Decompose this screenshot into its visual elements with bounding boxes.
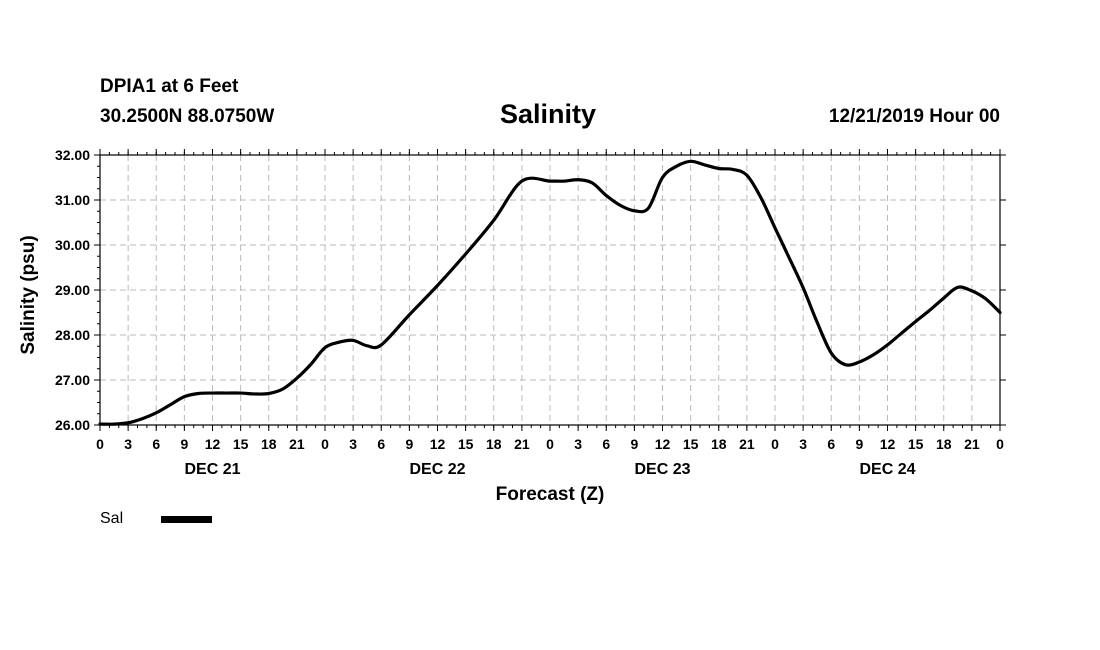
x-tick-label: 6 xyxy=(827,436,835,452)
legend-label: Sal xyxy=(100,510,124,527)
x-tick-label: 12 xyxy=(205,436,221,452)
x-tick-label: 6 xyxy=(152,436,160,452)
day-label: DEC 22 xyxy=(409,461,465,478)
forecast-time: 12/21/2019 Hour 00 xyxy=(828,106,1000,127)
x-tick-label: 6 xyxy=(602,436,610,452)
plot-frame xyxy=(99,154,1001,426)
x-tick-label: 21 xyxy=(964,436,980,452)
x-tick-label: 18 xyxy=(261,436,277,452)
grid-lines xyxy=(100,155,1000,425)
x-tick-label: 15 xyxy=(458,436,474,452)
axes xyxy=(94,149,1006,431)
legend-swatch xyxy=(161,516,212,523)
x-tick-label: 21 xyxy=(289,436,305,452)
y-tick-label: 28.00 xyxy=(55,327,90,343)
x-axis-title: Forecast (Z) xyxy=(496,484,605,505)
y-tick-label: 32.00 xyxy=(55,147,90,163)
y-tick-label: 30.00 xyxy=(55,237,90,253)
day-label: DEC 21 xyxy=(184,461,240,478)
y-tick-label: 27.00 xyxy=(55,372,90,388)
x-tick-label: 21 xyxy=(514,436,530,452)
x-tick-label: 18 xyxy=(486,436,502,452)
x-tick-label: 0 xyxy=(771,436,779,452)
station-name: DPIA1 at 6 Feet xyxy=(100,76,239,97)
x-tick-label: 0 xyxy=(321,436,329,452)
x-tick-label: 9 xyxy=(855,436,863,452)
day-label: DEC 23 xyxy=(634,461,690,478)
x-tick-label: 0 xyxy=(996,436,1004,452)
x-tick-label: 9 xyxy=(180,436,188,452)
x-tick-label: 15 xyxy=(908,436,924,452)
series-layer xyxy=(98,159,1002,426)
x-tick-label: 3 xyxy=(124,436,132,452)
x-tick-label: 3 xyxy=(349,436,357,452)
x-tick-label: 3 xyxy=(799,436,807,452)
y-axis-title: Salinity (psu) xyxy=(18,235,39,354)
chart-title: Salinity xyxy=(500,99,597,129)
x-tick-label: 12 xyxy=(430,436,446,452)
x-tick-label: 0 xyxy=(96,436,104,452)
x-tick-label: 9 xyxy=(630,436,638,452)
x-tick-label: 21 xyxy=(739,436,755,452)
series-line-salinity xyxy=(98,159,1002,426)
x-tick-label: 12 xyxy=(655,436,671,452)
x-tick-label: 12 xyxy=(880,436,896,452)
x-tick-label: 18 xyxy=(711,436,727,452)
x-tick-label: 6 xyxy=(377,436,385,452)
y-tick-label: 31.00 xyxy=(55,192,90,208)
day-label: DEC 24 xyxy=(859,461,915,478)
station-coordinates: 30.2500N 88.0750W xyxy=(100,106,275,127)
y-tick-label: 29.00 xyxy=(55,282,90,298)
x-tick-label: 0 xyxy=(546,436,554,452)
x-tick-label: 15 xyxy=(683,436,699,452)
x-tick-label: 15 xyxy=(233,436,249,452)
x-tick-label: 18 xyxy=(936,436,952,452)
y-tick-label: 26.00 xyxy=(55,417,90,433)
x-tick-label: 9 xyxy=(405,436,413,452)
axis-labels: 26.00 27.00 28.00 29.00 30.00 31.00 32.00 0 3 6 9 1… xyxy=(18,147,1004,505)
x-tick-label: 3 xyxy=(574,436,582,452)
